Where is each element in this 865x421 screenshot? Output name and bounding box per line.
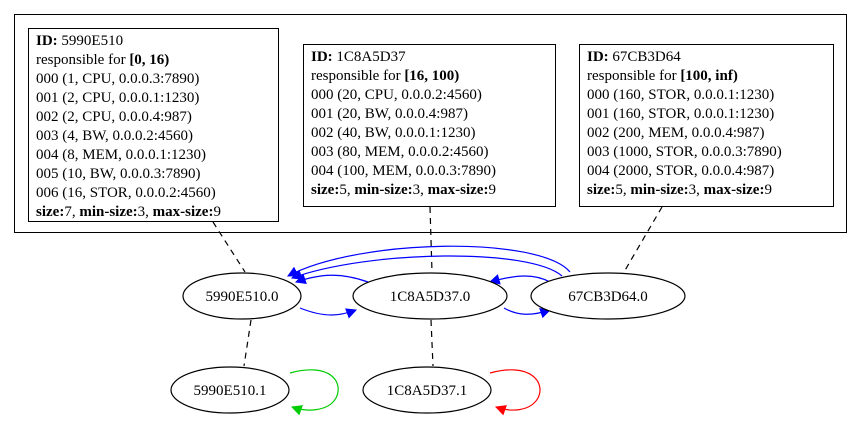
node-ellipse-1 (352, 272, 508, 320)
node-ellipse-0 (182, 272, 302, 320)
min-label: min-size: (630, 182, 689, 198)
node-label-2: 67CB3D64.0 (568, 289, 648, 305)
card-resp-line: responsible for [16, 100) (311, 67, 548, 86)
dashed-link-card3 (623, 206, 663, 273)
entry-line: 004 (100, MEM, 0.0.0.3:7890) (311, 163, 496, 179)
size-line: size:7, min-size:3, max-size:9 (36, 204, 221, 220)
size-label: size: (587, 182, 616, 198)
entry-line: 004 (2000, STOR, 0.0.0.4:987) (587, 163, 775, 179)
entry-line: 001 (2, CPU, 0.0.0.1:1230) (36, 90, 200, 106)
size-line: size:5, min-size:3, max-size:9 (587, 182, 772, 198)
max-label: max-size: (152, 204, 214, 220)
loop-green (289, 369, 339, 416)
node-ellipse-4 (362, 366, 492, 414)
dashed-link-card1 (212, 221, 246, 273)
node-ellipse-3 (170, 366, 290, 414)
node-card-1: ID: 5990E510 responsible for [0, 16) 000… (28, 28, 279, 222)
edge-n1-to-n2 (503, 307, 552, 319)
node-label-3: 5990E510.1 (194, 383, 267, 399)
loop-red (489, 369, 541, 416)
entry-line: 004 (8, MEM, 0.0.0.1:1230) (36, 147, 206, 163)
card-resp-line: responsible for [100, inf) (587, 67, 826, 86)
node-ellipse-2 (530, 272, 686, 320)
size-line: size:5, min-size:3, max-size:9 (311, 182, 496, 198)
node-label-0: 5990E510.0 (206, 289, 279, 305)
entry-line: 000 (1, CPU, 0.0.0.3:7890) (36, 71, 200, 87)
resp-range: [0, 16) (129, 52, 170, 68)
edge-n0-to-n1 (299, 307, 358, 319)
entry-line: 000 (160, STOR, 0.0.0.1:1230) (587, 87, 775, 103)
id-label: ID: (36, 33, 58, 49)
cluster-frame (14, 14, 847, 233)
max-label: max-size: (703, 182, 765, 198)
resp-prefix: responsible for (587, 68, 677, 84)
min-label: min-size: (354, 182, 413, 198)
min-value: 3 (688, 182, 697, 198)
max-value: 9 (764, 182, 772, 198)
max-label: max-size: (427, 182, 489, 198)
resp-prefix: responsible for (311, 68, 401, 84)
min-label: min-size: (79, 204, 138, 220)
entry-line: 002 (2, CPU, 0.0.0.4:987) (36, 109, 192, 125)
id-label: ID: (587, 49, 609, 65)
dashed-link-node2 (430, 319, 434, 367)
id-label: ID: (311, 49, 333, 65)
entry-line: 001 (160, STOR, 0.0.0.1:1230) (587, 106, 775, 122)
card-id-line: ID: 5990E510 (36, 32, 271, 51)
edge-n1-to-n0 (294, 273, 369, 285)
edge-n2-to-n0-inner (290, 255, 563, 280)
entry-line: 001 (20, BW, 0.0.0.4:987) (311, 106, 468, 122)
dashed-link-node1 (243, 319, 252, 367)
resp-range: [16, 100) (404, 68, 460, 84)
size-label: size: (36, 204, 65, 220)
node-label-4: 1C8A5D37.1 (387, 383, 467, 399)
size-value: 5 (339, 182, 347, 198)
card-id-line: ID: 1C8A5D37 (311, 48, 548, 67)
max-value: 9 (488, 182, 496, 198)
resp-range: [100, inf) (680, 68, 738, 84)
card-resp-line: responsible for [0, 16) (36, 51, 271, 70)
size-value: 5 (615, 182, 623, 198)
edge-n2-to-n0-outer (287, 245, 571, 277)
node-label-1: 1C8A5D37.0 (390, 289, 470, 305)
entry-line: 003 (80, MEM, 0.0.0.2:4560) (311, 144, 489, 160)
id-value: 1C8A5D37 (336, 49, 406, 65)
entry-line: 006 (16, STOR, 0.0.0.2:4560) (36, 185, 216, 201)
entry-line: 005 (10, BW, 0.0.0.3:7890) (36, 166, 201, 182)
size-value: 7 (64, 204, 72, 220)
node-card-3: ID: 67CB3D64 responsible for [100, inf) … (579, 44, 834, 207)
entry-line: 000 (20, CPU, 0.0.0.2:4560) (311, 87, 482, 103)
max-value: 9 (213, 204, 221, 220)
id-value: 67CB3D64 (612, 49, 681, 65)
edge-n2-to-n1 (488, 274, 551, 285)
entry-line: 002 (200, MEM, 0.0.0.4:987) (587, 125, 765, 141)
entry-line: 003 (1000, STOR, 0.0.0.3:7890) (587, 144, 782, 160)
min-value: 3 (137, 204, 146, 220)
id-value: 5990E510 (61, 33, 124, 49)
node-card-2: ID: 1C8A5D37 responsible for [16, 100) 0… (303, 44, 556, 207)
entry-line: 002 (40, BW, 0.0.0.1:1230) (311, 125, 476, 141)
resp-prefix: responsible for (36, 52, 126, 68)
min-value: 3 (412, 182, 421, 198)
entry-line: 003 (4, BW, 0.0.0.2:4560) (36, 128, 193, 144)
size-label: size: (311, 182, 340, 198)
card-id-line: ID: 67CB3D64 (587, 48, 826, 67)
